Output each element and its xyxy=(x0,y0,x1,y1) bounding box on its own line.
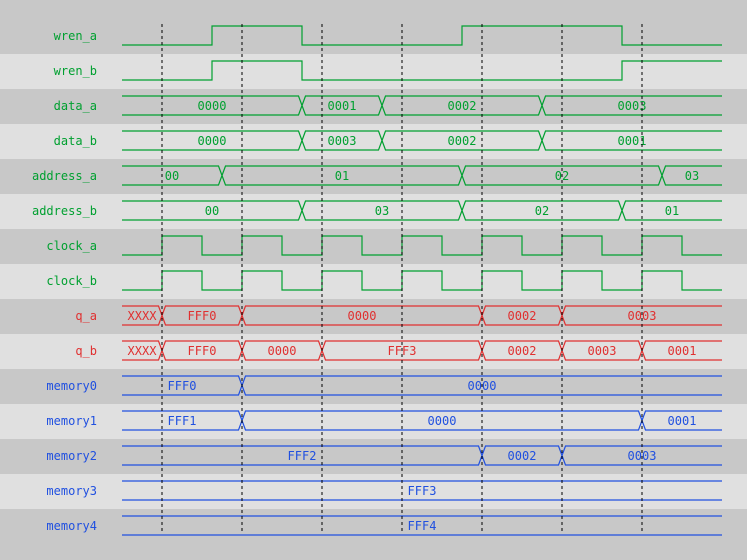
bus-value-label: 00 xyxy=(165,169,179,183)
bus-value-label: 0002 xyxy=(448,134,477,148)
signal-name-label[interactable]: memory0 xyxy=(46,379,97,393)
row-band xyxy=(0,299,747,334)
bus-value-label: 0000 xyxy=(428,414,457,428)
signal-row-q-a[interactable]: q_a XXXX FFF0 0000 0002 0003 xyxy=(75,305,722,326)
row-band xyxy=(0,369,747,404)
bus-value-label: 00 xyxy=(205,204,219,218)
signal-name-label[interactable]: memory1 xyxy=(46,414,97,428)
signal-row-address-a[interactable]: address_a 00 01 02 03 xyxy=(32,165,722,186)
cursor-grid xyxy=(161,24,643,534)
row-band xyxy=(0,229,747,264)
bus-value-label: FFF2 xyxy=(288,449,317,463)
bus-value-label: XXXX xyxy=(128,344,158,358)
signal-row-wren-b[interactable]: wren_b xyxy=(54,60,722,81)
row-band xyxy=(0,54,747,89)
bus-segment xyxy=(541,130,722,151)
bus-segment xyxy=(541,95,722,116)
bus-segment xyxy=(561,445,722,466)
bus-value-label: 0003 xyxy=(618,99,647,113)
signal-row-q-b[interactable]: q_b XXXX FFF0 0000 FFF3 0002 0003 0001 xyxy=(75,340,722,361)
signal-row-clock-a[interactable]: clock_a xyxy=(46,235,722,256)
row-band xyxy=(0,439,747,474)
bus-value-label: FFF0 xyxy=(188,344,217,358)
signal-row-wren-a[interactable]: wren_a xyxy=(54,25,722,46)
bus-value-label: 02 xyxy=(535,204,549,218)
bus-value-label: 0001 xyxy=(668,414,697,428)
bit-waveform xyxy=(122,270,722,291)
bus-value-label: FFF1 xyxy=(168,414,197,428)
bus-value-label: FFF4 xyxy=(408,519,437,533)
signal-row-data-b[interactable]: data_b 0000 0003 0002 0001 xyxy=(54,130,722,151)
bus-segment xyxy=(661,165,722,186)
bus-value-label: 01 xyxy=(335,169,349,183)
signal-name-label[interactable]: memory2 xyxy=(46,449,97,463)
bus-value-label: FFF0 xyxy=(168,379,197,393)
row-band xyxy=(0,159,747,194)
signal-name-label[interactable]: data_a xyxy=(54,99,97,113)
bus-value-label: FFF3 xyxy=(408,484,437,498)
bus-segment xyxy=(241,375,722,396)
bus-segment xyxy=(561,305,722,326)
bus-segment xyxy=(641,410,722,431)
bus-value-label: XXXX xyxy=(128,309,158,323)
bus-value-label: 0000 xyxy=(198,99,227,113)
row-band xyxy=(0,89,747,124)
row-band xyxy=(0,124,747,159)
bus-segment xyxy=(122,480,722,501)
signal-name-label[interactable]: address_b xyxy=(32,204,97,218)
signal-name-label[interactable]: memory4 xyxy=(46,519,97,533)
signal-name-label[interactable]: memory3 xyxy=(46,484,97,498)
signal-name-label[interactable]: wren_a xyxy=(54,29,97,43)
row-band xyxy=(0,19,747,54)
bus-value-label: 03 xyxy=(375,204,389,218)
row-band xyxy=(0,194,747,229)
row-band xyxy=(0,334,747,369)
signal-name-label[interactable]: clock_b xyxy=(46,274,97,288)
signal-row-memory2[interactable]: memory2 FFF2 0002 0003 xyxy=(46,445,722,466)
signal-name-label[interactable]: q_a xyxy=(75,309,97,323)
bit-waveform xyxy=(122,235,722,256)
signal-row-address-b[interactable]: address_b 00 03 02 01 xyxy=(32,200,722,221)
bus-value-label: 0001 xyxy=(668,344,697,358)
bus-segment xyxy=(122,515,722,536)
signal-name-label[interactable]: wren_b xyxy=(54,64,97,78)
signal-name-label[interactable]: address_a xyxy=(32,169,97,183)
bus-value-label: 0002 xyxy=(508,309,537,323)
bus-value-label: 0003 xyxy=(588,344,617,358)
signal-name-label[interactable]: data_b xyxy=(54,134,97,148)
bus-segment xyxy=(641,340,722,361)
signal-name-label[interactable]: clock_a xyxy=(46,239,97,253)
bus-value-label: 0000 xyxy=(348,309,377,323)
bus-value-label: 0003 xyxy=(628,309,657,323)
bus-segment xyxy=(621,200,722,221)
bus-value-label: FFF0 xyxy=(188,309,217,323)
row-band xyxy=(0,264,747,299)
row-band xyxy=(0,474,747,509)
signal-row-memory3[interactable]: memory3 FFF3 xyxy=(46,480,722,501)
bus-value-label: 0002 xyxy=(448,99,477,113)
bus-value-label: 0001 xyxy=(328,99,357,113)
bus-value-label: 01 xyxy=(665,204,679,218)
bit-waveform xyxy=(122,60,722,81)
bus-value-label: 0000 xyxy=(198,134,227,148)
signal-row-clock-b[interactable]: clock_b xyxy=(46,270,722,291)
row-band xyxy=(0,509,747,544)
bit-waveform xyxy=(122,25,722,46)
signal-name-label[interactable]: q_b xyxy=(75,344,97,358)
bus-value-label: 0003 xyxy=(328,134,357,148)
bus-value-label: 0000 xyxy=(268,344,297,358)
bus-value-label: 03 xyxy=(685,169,699,183)
bus-value-label: 0001 xyxy=(618,134,647,148)
signal-row-memory4[interactable]: memory4 FFF4 xyxy=(46,515,722,536)
bus-value-label: 0002 xyxy=(508,344,537,358)
signal-row-data-a[interactable]: data_a 0000 0001 0002 0003 xyxy=(54,95,722,116)
row-band xyxy=(0,404,747,439)
bus-value-label: 0002 xyxy=(508,449,537,463)
